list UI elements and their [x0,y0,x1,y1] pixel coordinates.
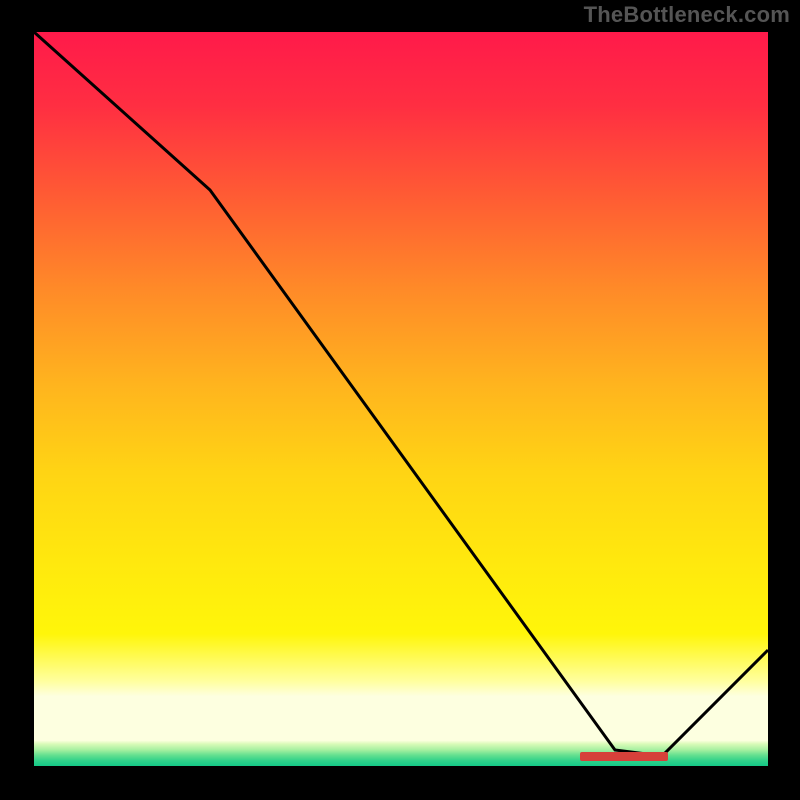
bottleneck-marker [580,752,668,761]
plot-svg [0,0,800,800]
plot-background [34,32,768,766]
chart-canvas: { "watermark": { "text": "TheBottleneck.… [0,0,800,800]
